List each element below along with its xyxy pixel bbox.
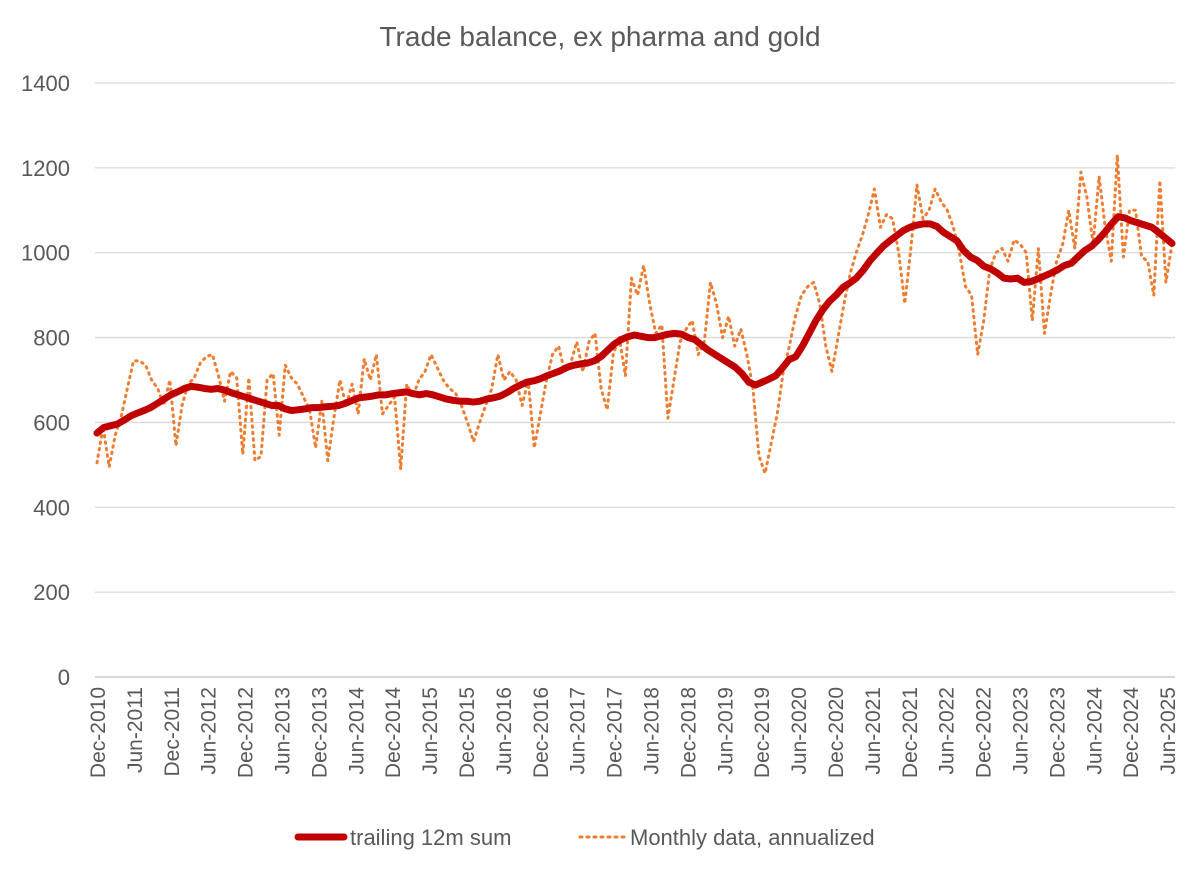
- x-tick-label: Dec-2021: [899, 687, 922, 778]
- x-tick-label: Jun-2012: [198, 687, 221, 775]
- x-tick-label: Dec-2014: [382, 687, 405, 778]
- x-tick-label: Dec-2013: [308, 687, 331, 778]
- chart-title: Trade balance, ex pharma and gold: [379, 21, 820, 52]
- x-tick-label: Dec-2015: [456, 687, 479, 778]
- series-layer: [93, 153, 1176, 475]
- y-tick-label: 1400: [21, 71, 70, 96]
- legend: trailing 12m sum Monthly data, annualize…: [294, 825, 875, 850]
- x-tick-label: Dec-2010: [87, 687, 110, 778]
- x-tick-label: Jun-2024: [1083, 687, 1106, 775]
- x-tick-label: Dec-2018: [677, 687, 700, 778]
- x-tick-label: Jun-2020: [788, 687, 811, 775]
- x-tick-label: Jun-2025: [1157, 687, 1180, 775]
- y-tick-label: 1000: [21, 241, 70, 266]
- x-tick-label: Jun-2015: [419, 687, 442, 775]
- x-tick-label: Dec-2012: [235, 687, 258, 778]
- x-tick-label: Jun-2018: [641, 687, 664, 775]
- x-tick-label: Jun-2019: [714, 687, 737, 775]
- legend-label-trailing-12m-sum: trailing 12m sum: [350, 825, 511, 850]
- legend-label-monthly-data: Monthly data, annualized: [630, 825, 875, 850]
- x-tick-label: Jun-2014: [345, 687, 368, 775]
- x-tick-label: Dec-2023: [1046, 687, 1069, 778]
- x-tick-label: Jun-2022: [936, 687, 959, 775]
- y-tick-labels: 0 200 400 600 800 1000 1200 1400: [21, 71, 70, 690]
- x-tick-label: Dec-2019: [751, 687, 774, 778]
- y-tick-label: 800: [33, 326, 70, 351]
- x-tick-label: Dec-2017: [604, 687, 627, 778]
- y-tick-label: 200: [33, 580, 70, 605]
- x-tick-label: Jun-2017: [567, 687, 590, 775]
- y-tick-label: 0: [58, 665, 70, 690]
- x-tick-label: Dec-2020: [825, 687, 848, 778]
- x-tick-label: Dec-2022: [973, 687, 996, 778]
- x-tick-label: Jun-2023: [1010, 687, 1033, 775]
- x-tick-label: Jun-2011: [124, 687, 147, 773]
- x-tick-label: Jun-2016: [493, 687, 516, 775]
- series-line-trailing-12m-sum: [93, 213, 1176, 437]
- x-tick-label: Jun-2013: [272, 687, 295, 775]
- y-tick-label: 1200: [21, 156, 70, 181]
- y-tick-label: 600: [33, 410, 70, 435]
- grid-layer: [95, 82, 1175, 678]
- x-tick-label: Dec-2016: [530, 687, 553, 778]
- y-tick-label: 400: [33, 495, 70, 520]
- x-tick-labels: Dec-2010 Jun-2011 Dec-2011 Jun-2012 Dec-2012…: [87, 687, 1180, 778]
- x-tick-label: Jun-2021: [862, 687, 885, 775]
- x-tick-label: Dec-2011: [161, 687, 184, 777]
- series-line-monthly-data: [95, 153, 1174, 475]
- x-tick-label: Dec-2024: [1120, 687, 1143, 778]
